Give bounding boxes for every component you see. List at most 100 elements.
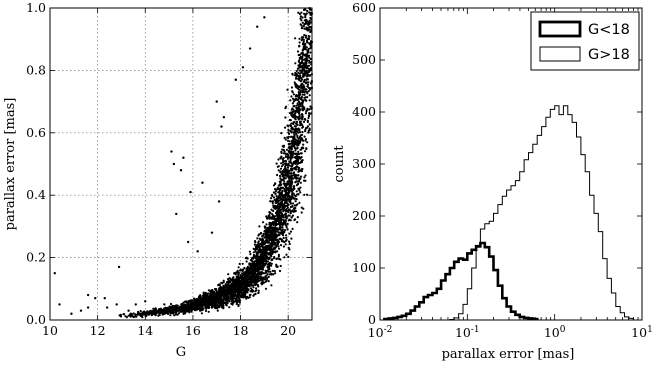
scatter-point xyxy=(290,237,293,240)
scatter-point xyxy=(307,21,311,24)
scatter-point xyxy=(269,270,272,273)
scatter-point xyxy=(294,125,297,128)
legend-label-g-lt-18: G<18 xyxy=(588,22,630,38)
scatter-point xyxy=(264,287,268,290)
scatter-point xyxy=(201,302,204,305)
scatter-point xyxy=(303,193,306,196)
scatter-point xyxy=(239,274,242,277)
scatter-point xyxy=(250,280,253,283)
scatter-point xyxy=(136,313,139,316)
scatter-point xyxy=(304,14,307,17)
scatter-point xyxy=(243,280,246,283)
scatter-point xyxy=(288,197,291,200)
scatter-point xyxy=(304,128,307,131)
scatter-point xyxy=(276,216,279,219)
scatter-point xyxy=(127,314,130,317)
scatter-point xyxy=(144,311,147,314)
scatter-point xyxy=(298,41,301,44)
scatter-point xyxy=(271,221,274,224)
scatter-point xyxy=(286,157,289,160)
scatter-point xyxy=(261,243,265,246)
scatter-point xyxy=(274,246,277,249)
scatter-point xyxy=(248,263,251,266)
scatter-point xyxy=(190,309,193,312)
scatter-point xyxy=(248,293,251,297)
scatter-point xyxy=(262,221,265,224)
scatter-point xyxy=(304,48,307,51)
scatter-point xyxy=(155,309,158,312)
scatter-point xyxy=(189,299,192,302)
scatter-point xyxy=(248,267,251,270)
scatter-point xyxy=(220,281,223,284)
scatter-point xyxy=(246,274,249,277)
scatter-point xyxy=(278,174,282,178)
scatter-point xyxy=(299,105,302,108)
scatter-point xyxy=(297,94,300,97)
scatter-point xyxy=(303,91,306,94)
scatter-point xyxy=(277,158,280,161)
scatter-point xyxy=(303,23,306,26)
scatter-point xyxy=(294,209,297,212)
scatter-point xyxy=(256,253,259,256)
scatter-point xyxy=(301,69,304,72)
scatter-point xyxy=(262,261,265,264)
histogram-y-tick-label: 100 xyxy=(352,260,376,275)
scatter-point xyxy=(208,299,211,302)
scatter-point xyxy=(290,122,293,125)
scatter-point xyxy=(291,144,295,147)
scatter-point xyxy=(242,288,245,291)
scatter-point xyxy=(198,301,201,304)
scatter-point xyxy=(269,242,272,245)
scatter-point xyxy=(191,299,194,302)
scatter-point xyxy=(290,165,294,168)
scatter-point xyxy=(273,250,276,254)
scatter-point xyxy=(267,280,270,283)
scatter-point xyxy=(271,223,275,226)
scatter-point xyxy=(286,195,289,198)
scatter-point xyxy=(279,244,283,247)
scatter-point xyxy=(264,280,267,283)
scatter-point xyxy=(300,52,303,55)
scatter-point xyxy=(282,245,285,248)
scatter-point xyxy=(304,118,307,121)
scatter-point xyxy=(214,292,217,295)
scatter-point xyxy=(255,247,259,250)
scatter-point xyxy=(269,244,272,247)
scatter-point xyxy=(86,306,90,309)
scatter-point xyxy=(296,221,299,224)
scatter-point xyxy=(182,304,185,307)
scatter-point xyxy=(282,232,285,235)
scatter-point xyxy=(197,299,200,302)
scatter-point xyxy=(263,16,266,19)
scatter-point xyxy=(289,157,292,160)
scatter-point xyxy=(296,67,299,70)
scatter-point xyxy=(301,146,304,149)
scatter-point xyxy=(282,152,286,155)
scatter-point xyxy=(301,103,304,106)
scatter-point xyxy=(283,193,286,196)
scatter-point xyxy=(298,113,301,116)
scatter-point xyxy=(287,170,291,173)
histogram-x-tick-label: 10-2 xyxy=(368,325,393,340)
scatter-point xyxy=(295,69,298,73)
scatter-point xyxy=(299,175,303,178)
scatter-point xyxy=(255,287,258,290)
scatter-point xyxy=(302,36,305,39)
scatter-point xyxy=(129,313,132,316)
scatter-point xyxy=(277,255,280,258)
scatter-point xyxy=(267,263,270,266)
scatter-point xyxy=(271,226,274,229)
scatter-point xyxy=(249,259,252,262)
histogram-step-g-lt-18 xyxy=(383,241,539,321)
scatter-point xyxy=(294,83,297,86)
scatter-point xyxy=(274,272,277,275)
scatter-point xyxy=(277,242,280,245)
scatter-point xyxy=(266,277,269,280)
scatter-point xyxy=(274,205,277,208)
scatter-point xyxy=(115,303,118,306)
scatter-point xyxy=(309,105,312,108)
scatter-point xyxy=(283,256,286,259)
scatter-point xyxy=(271,269,274,272)
scatter-point xyxy=(289,99,292,102)
scatter-point xyxy=(274,190,277,193)
